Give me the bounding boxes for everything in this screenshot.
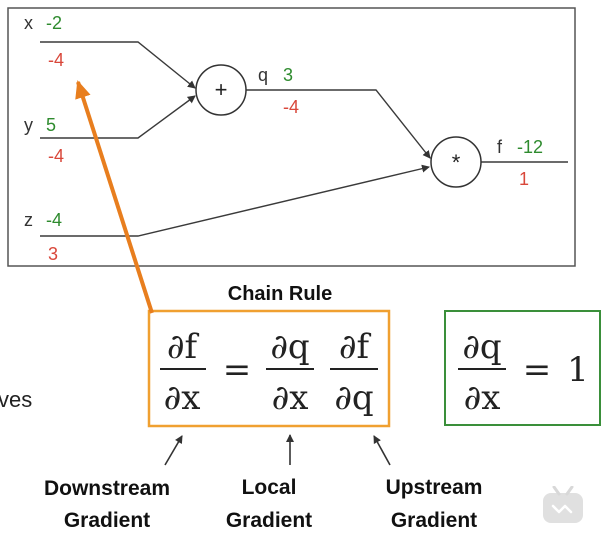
f-gradient: 1 <box>519 169 529 189</box>
upstream-pointer-arrow <box>373 435 391 466</box>
edge-z-to-mul <box>40 164 430 237</box>
edge-x-to-add <box>40 41 196 89</box>
local-denominator: ∂x <box>272 378 309 418</box>
input-y-name: y <box>24 115 33 135</box>
local-value-equation: ∂q ∂x = 1 <box>458 327 589 418</box>
input-x-value: -2 <box>46 13 62 33</box>
input-z-gradient: 3 <box>48 244 58 264</box>
input-x-gradient: -4 <box>48 50 64 70</box>
f-value: -12 <box>517 137 543 157</box>
local-numerator: ∂q <box>270 327 309 367</box>
mul-node-symbol: * <box>452 150 461 175</box>
local-value-numerator: ∂q <box>462 327 501 367</box>
graph-edges <box>40 41 568 237</box>
local-value-equals: = <box>523 350 552 390</box>
local-label-line1: Local <box>242 476 297 499</box>
mul-node <box>430 136 482 188</box>
graph-frame <box>7 7 576 267</box>
chain-rule-equation: ∂f ∂x = ∂q ∂x ∂f ∂q <box>160 327 378 418</box>
chain-rule-equation-box <box>147 309 391 428</box>
input-z-name: z <box>24 210 33 230</box>
edge-y-to-add <box>40 95 196 139</box>
equation-equals: = <box>223 350 252 390</box>
upstream-label-line1: Upstream <box>386 476 483 499</box>
input-y-gradient: -4 <box>48 146 64 166</box>
f-name: f <box>497 137 503 157</box>
local-value-denominator: ∂x <box>464 378 501 418</box>
input-x-name: x <box>24 13 33 33</box>
downstream-label-line1: Downstream <box>44 477 170 500</box>
lhs-numerator: ∂f <box>167 327 200 367</box>
input-y-value: 5 <box>46 115 56 135</box>
upstream-numerator: ∂f <box>339 327 372 367</box>
local-value-box <box>444 310 601 426</box>
lhs-denominator: ∂x <box>164 378 201 418</box>
label-pointers <box>164 434 391 466</box>
q-name: q <box>258 65 268 85</box>
add-node-symbol: + <box>215 77 228 102</box>
downstream-pointer-arrow <box>164 435 183 466</box>
q-value: 3 <box>283 65 293 85</box>
add-node <box>195 64 247 116</box>
input-z-value: -4 <box>46 210 62 230</box>
local-value-result: 1 <box>567 350 589 390</box>
upstream-label-line2: Gradient <box>391 509 477 532</box>
downstream-highlight-arrow <box>75 80 154 314</box>
cropped-slide-text: ves <box>0 387 32 412</box>
chain-rule-title: Chain Rule <box>228 283 332 305</box>
edge-q-to-mul <box>245 89 431 159</box>
upstream-denominator: ∂q <box>334 378 373 418</box>
downstream-label-line2: Gradient <box>64 509 150 532</box>
q-gradient: -4 <box>283 97 299 117</box>
watermark-logo-icon <box>543 486 583 523</box>
local-label-line2: Gradient <box>226 509 312 532</box>
